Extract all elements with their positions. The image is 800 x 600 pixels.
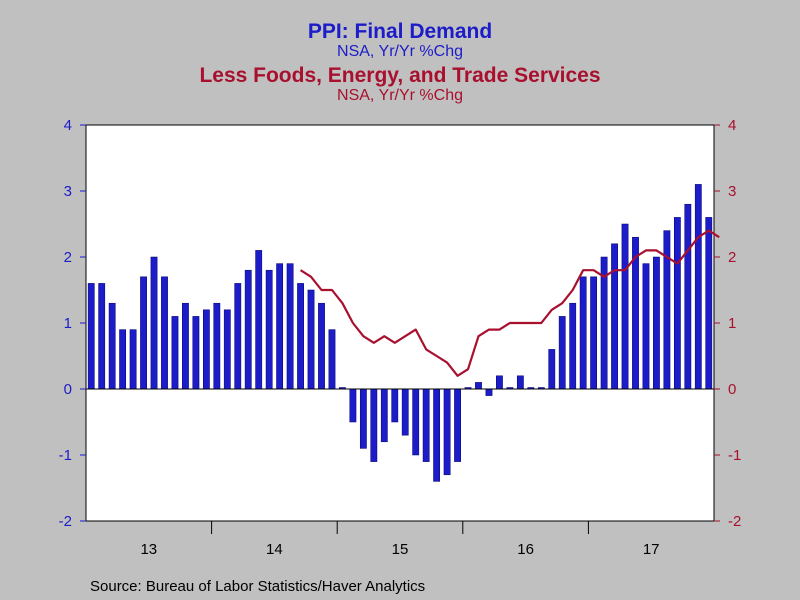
y-tick-label: 2	[64, 249, 72, 266]
y2-tick-label: 4	[728, 117, 736, 134]
bar	[202, 309, 210, 390]
x-tick-label: 17	[643, 541, 660, 558]
bar	[579, 276, 587, 390]
y2-tick-label: -2	[728, 513, 741, 530]
chart-title: PPI: Final Demand	[307, 20, 493, 43]
bar	[140, 276, 147, 390]
bar	[129, 329, 137, 390]
chart-subtitle-2: NSA, Yr/Yr %Chg	[337, 87, 463, 104]
bar	[548, 349, 556, 390]
bar-series	[87, 184, 713, 482]
bar	[276, 263, 284, 390]
bar	[119, 329, 127, 390]
bar	[307, 289, 315, 390]
line-series	[299, 229, 720, 377]
y-tick-label: 3	[64, 183, 72, 200]
y-tick-label: 1	[64, 315, 72, 332]
axes: 4 3 2 1 0 -1 -2 4 3 2 1 0 -1 -2 13 14 15 16 17	[59, 117, 742, 558]
bar	[401, 388, 409, 436]
bar	[684, 203, 692, 390]
bar	[108, 302, 116, 390]
bar	[297, 283, 304, 390]
bar	[433, 388, 441, 482]
bar	[391, 388, 399, 423]
bar	[370, 388, 378, 462]
line-series-path	[299, 229, 720, 377]
bar	[192, 316, 200, 390]
y-tick-label: -2	[59, 513, 72, 530]
x-tick-label: 13	[140, 541, 157, 558]
bar	[213, 302, 221, 390]
bar	[516, 375, 524, 390]
bar	[422, 388, 430, 462]
y-tick-label: 4	[64, 117, 72, 134]
bar	[694, 184, 702, 390]
y2-tick-label: 0	[728, 381, 736, 398]
bar	[255, 250, 263, 390]
bar	[265, 269, 273, 390]
bar	[454, 388, 461, 462]
chart-title-2: Less Foods, Energy, and Trade Services	[199, 64, 601, 87]
chart-subtitle: NSA, Yr/Yr %Chg	[337, 43, 463, 60]
bar	[150, 256, 158, 390]
y-tick-label: 0	[64, 381, 72, 398]
bar	[569, 302, 577, 390]
bar	[328, 329, 336, 390]
bar	[611, 243, 618, 390]
bar	[485, 388, 493, 396]
bar	[621, 223, 629, 390]
bar	[443, 388, 451, 476]
bar	[359, 388, 367, 449]
bar	[244, 269, 252, 390]
bar	[380, 388, 388, 443]
bar	[98, 283, 106, 390]
bar	[673, 217, 681, 390]
bar	[653, 256, 660, 390]
bar	[642, 263, 650, 390]
y2-tick-label: 3	[728, 183, 736, 200]
bar	[318, 302, 325, 390]
y2-tick-label: -1	[728, 447, 741, 464]
y2-tick-label: 1	[728, 315, 736, 332]
bar	[161, 276, 168, 390]
x-tick-label: 16	[517, 541, 534, 558]
bar	[182, 302, 189, 390]
bar	[223, 309, 231, 390]
bar	[349, 388, 357, 423]
bar	[496, 375, 503, 390]
bar	[475, 382, 482, 390]
bar	[171, 316, 179, 390]
source-note: Source: Bureau of Labor Statistics/Haver…	[90, 578, 426, 595]
x-tick-label: 14	[266, 541, 283, 558]
x-tick-label: 15	[392, 541, 409, 558]
bar	[705, 217, 713, 390]
bar	[234, 283, 242, 390]
y2-tick-label: 2	[728, 249, 736, 266]
bar	[558, 316, 566, 390]
bar	[590, 276, 598, 390]
y-tick-label: -1	[59, 447, 72, 464]
bar	[87, 283, 95, 390]
bar	[412, 388, 420, 456]
bar	[286, 263, 294, 390]
plot-area	[85, 124, 715, 522]
